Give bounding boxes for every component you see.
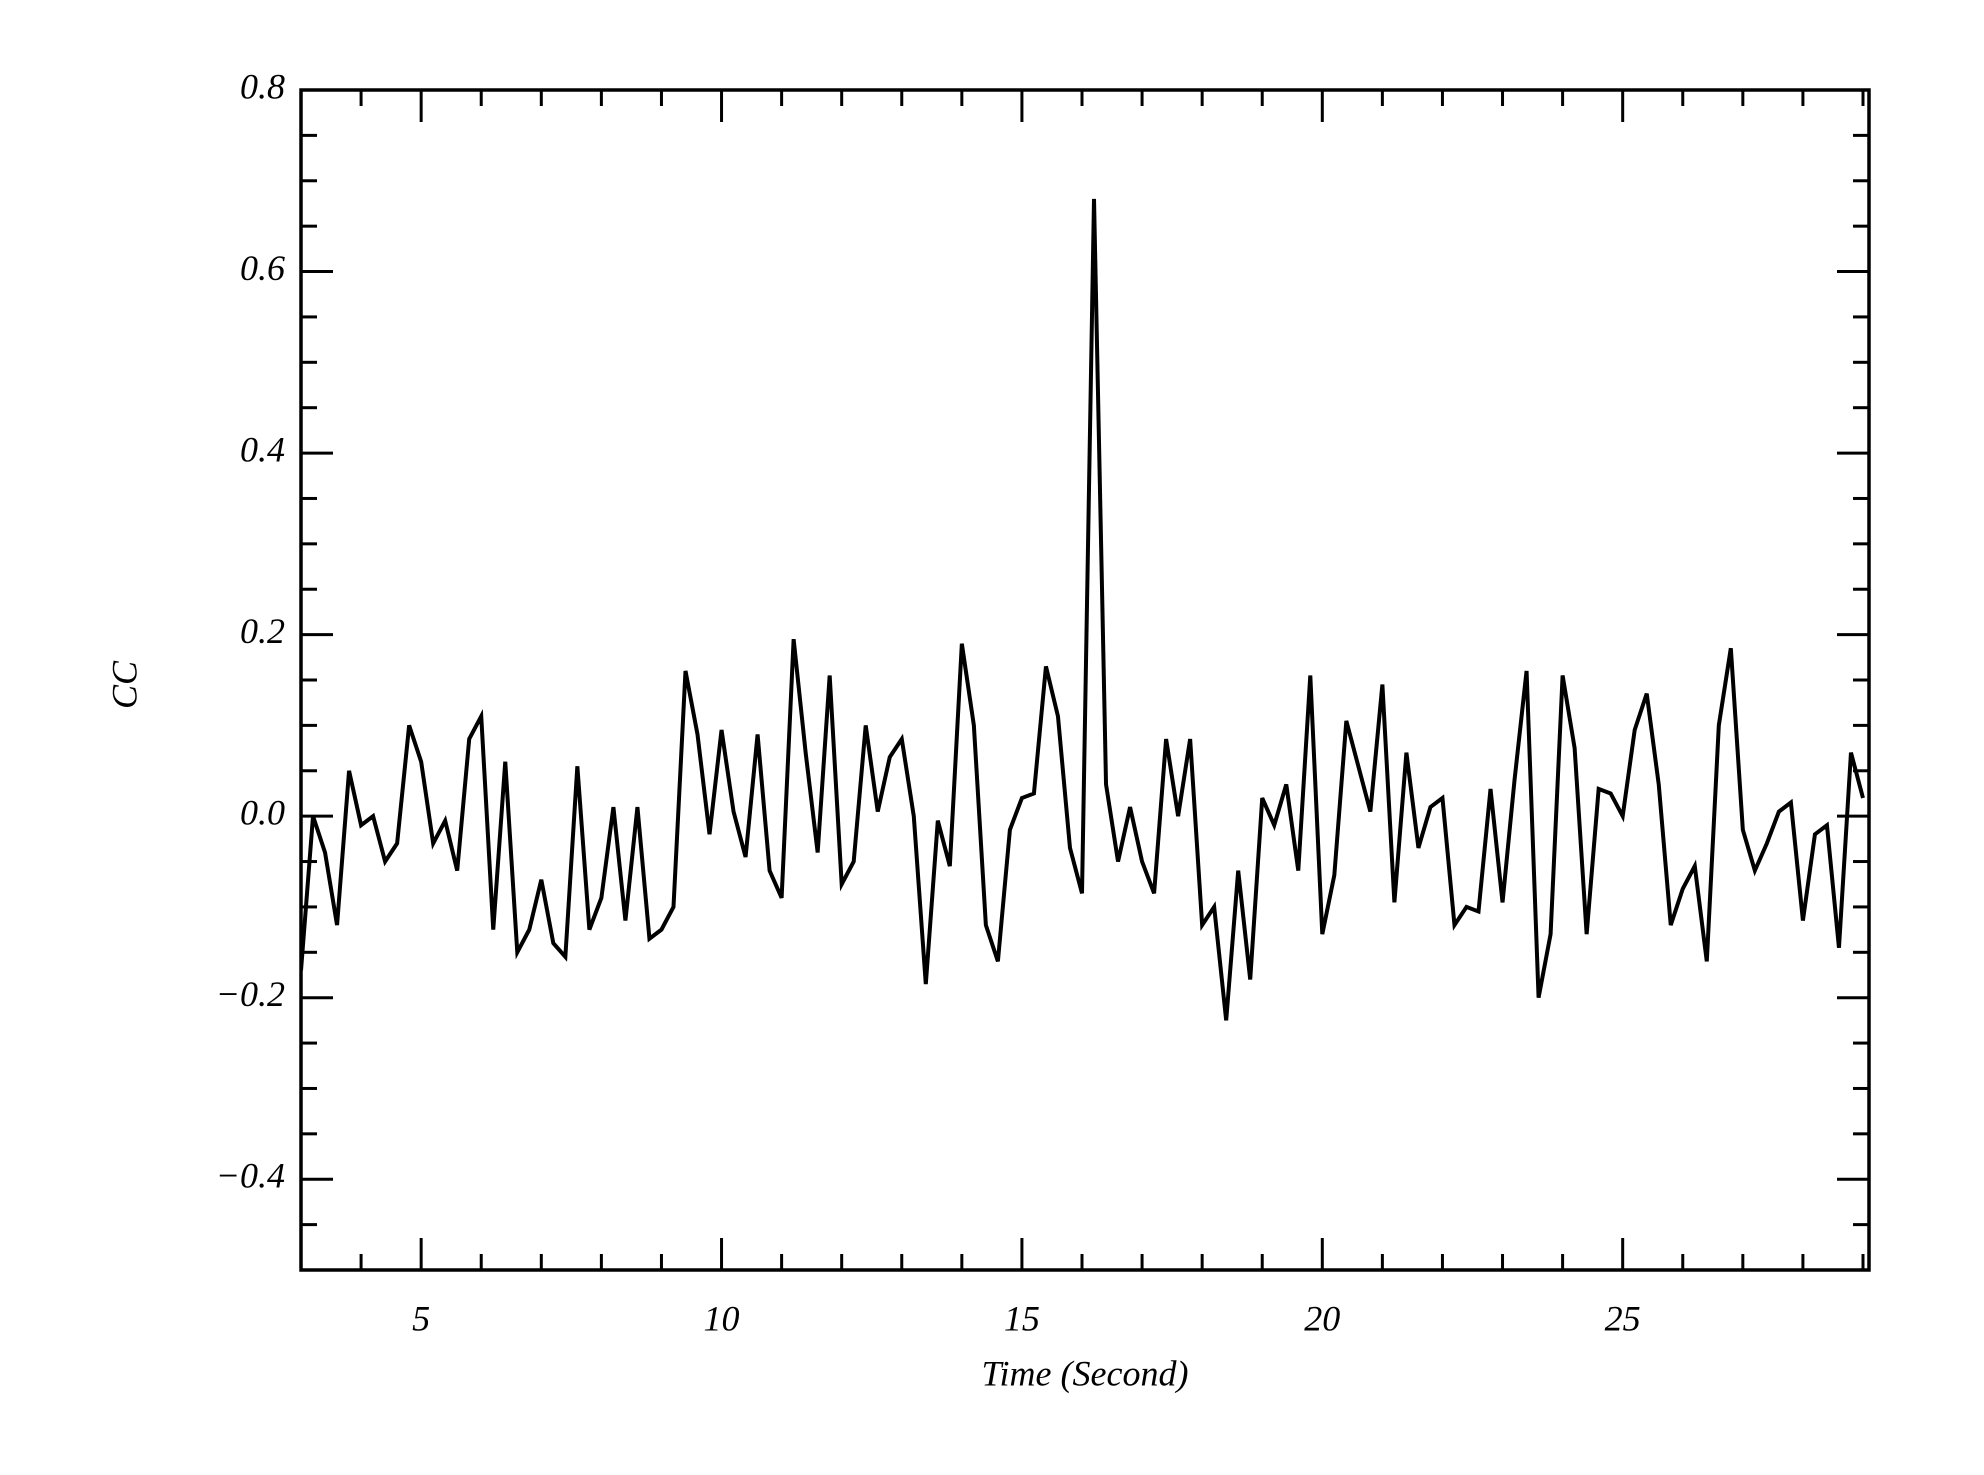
y-tick-label: −0.4: [216, 1155, 285, 1195]
x-tick-label: 25: [1605, 1298, 1641, 1338]
x-tick-label: 5: [412, 1298, 430, 1338]
y-tick-label: 0.4: [240, 429, 285, 469]
plot-frame: [299, 88, 1871, 1272]
data-line: [301, 198, 1865, 1021]
x-tick-label: 20: [1304, 1298, 1340, 1338]
y-tick-label: −0.2: [216, 974, 285, 1014]
y-axis-label: CC: [104, 660, 144, 709]
y-tick-label: 0.2: [240, 611, 285, 651]
x-tick-label: 10: [704, 1298, 740, 1338]
x-axis-label: Time (Second): [982, 1353, 1189, 1393]
y-tick-label: 0.6: [240, 248, 285, 288]
y-tick-label: 0.8: [240, 66, 285, 106]
x-tick-label: 15: [1004, 1298, 1040, 1338]
y-tick-label: 0.0: [240, 792, 285, 832]
